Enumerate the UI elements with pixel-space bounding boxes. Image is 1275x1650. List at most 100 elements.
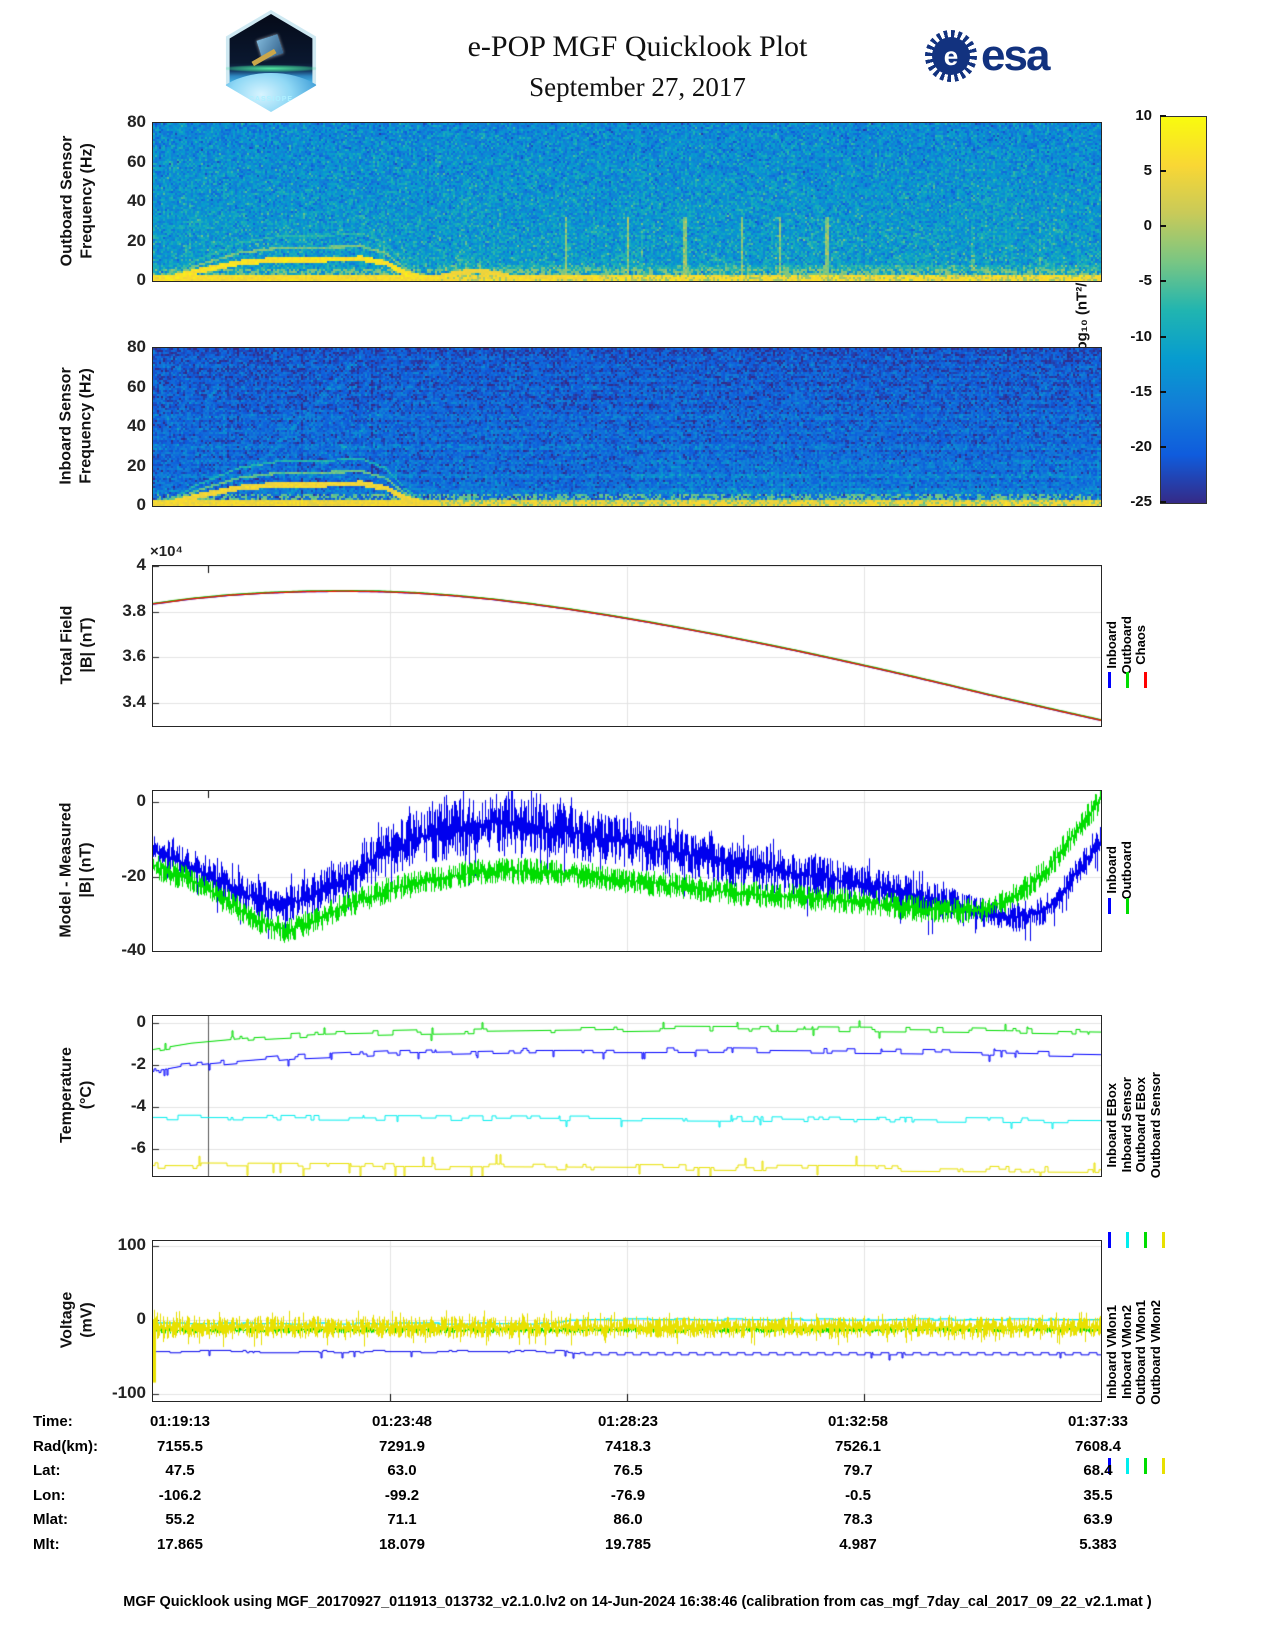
total-field-legend-swatch	[1108, 672, 1111, 688]
total-field-legend-swatches	[1108, 672, 1147, 688]
temperature-legend-label: Inboard Sensor	[1118, 1077, 1134, 1173]
voltage-ytick: 0	[136, 1308, 146, 1328]
inboard-sensor-spectrogram-canvas	[153, 348, 1101, 506]
colorbar-tick-label: -15	[1130, 382, 1152, 400]
footer-text: MGF Quicklook using MGF_20170927_011913_…	[123, 1594, 1152, 1610]
total-field-legend-label: Outboard	[1118, 615, 1134, 675]
model-minus-measured-plot-area	[152, 790, 1102, 952]
temperature-legend-swatch	[1126, 1232, 1129, 1248]
colorbar-tick-mark	[1160, 280, 1166, 283]
total-field-plot-area	[152, 565, 1102, 727]
patch-label: CASSIOPE	[248, 96, 294, 103]
table-cell: 5.383	[1079, 1536, 1117, 1553]
temperature-legend: Inboard EBox Inboard Sensor Outboard EBox O…	[1104, 1025, 1163, 1225]
voltage-canvas	[153, 1241, 1101, 1401]
temperature-legend-swatch	[1144, 1232, 1147, 1248]
model-minus-measured-legend-label: Inboard	[1104, 846, 1119, 894]
table-cell: 01:37:33	[1067, 1413, 1129, 1430]
esa-logo: e esa	[925, 26, 1050, 86]
voltage-legend-label: Outboard VMon2	[1147, 1299, 1163, 1405]
table-cell: 01:28:23	[597, 1413, 659, 1430]
temperature-legend-label: Outboard EBox	[1133, 1077, 1149, 1173]
voltage-legend-label: Inboard VMon1	[1104, 1305, 1119, 1399]
colorbar-tick-mark	[1160, 115, 1166, 117]
table-cell: 55.2	[165, 1511, 195, 1529]
table-cell: 63.0	[387, 1462, 417, 1480]
voltage-legend-label: Outboard VMon1	[1133, 1299, 1149, 1405]
voltage-legend-swatch	[1144, 1458, 1147, 1474]
colorbar-tick-mark	[1160, 225, 1166, 228]
temperature-legend-label: Outboard Sensor	[1147, 1071, 1163, 1179]
voltage-ytick: 100	[117, 1235, 146, 1255]
table-cell: 19.785	[605, 1536, 651, 1553]
temperature-ytick: -4	[130, 1095, 146, 1115]
table-cell: 7608.4	[1075, 1437, 1121, 1455]
model-minus-measured-canvas	[153, 791, 1101, 951]
table-cell: 86.0	[613, 1511, 643, 1529]
total-field-legend-label: Inboard	[1104, 621, 1119, 669]
total-field-ytick: 3.4	[122, 692, 146, 712]
voltage-legend-swatches	[1108, 1458, 1165, 1474]
temperature-plot-area	[152, 1015, 1102, 1177]
table-cell: 63.9	[1083, 1511, 1113, 1529]
colorbar-tick-mark	[1160, 445, 1166, 448]
table-cell: -0.5	[845, 1486, 871, 1504]
temperature-ytick: 0	[136, 1012, 146, 1032]
outboard-sensor-spectrogram-ytick: 40	[127, 191, 146, 210]
model-minus-measured-legend-label: Outboard	[1118, 840, 1134, 900]
temperature-legend-swatches	[1108, 1232, 1165, 1248]
total-field-canvas	[153, 566, 1101, 726]
esa-globe-core: e	[932, 37, 970, 75]
outboard-sensor-spectrogram-canvas	[153, 123, 1101, 281]
inboard-sensor-spectrogram-ytick: 60	[127, 376, 146, 396]
total-field-ytick: 3.6	[122, 646, 146, 666]
model-minus-measured-legend-swatch	[1108, 898, 1111, 914]
total-field-y-multiplier: ×10⁴	[150, 543, 183, 560]
inboard-sensor-spectrogram-ytick: 40	[127, 416, 146, 435]
colorbar-tick-label: 10	[1135, 107, 1152, 124]
table-cell: 7526.1	[835, 1437, 881, 1455]
table-row-label: Time:	[33, 1413, 73, 1430]
patch-aurora	[225, 65, 317, 73]
table-cell: 7418.3	[605, 1437, 651, 1455]
table-cell: 18.079	[379, 1536, 425, 1553]
total-field-ytick: 4	[136, 555, 146, 574]
table-cell: 78.3	[843, 1511, 873, 1529]
model-minus-measured-legend-swatches	[1108, 898, 1129, 914]
table-cell: 68.4	[1083, 1462, 1113, 1480]
colorbar	[1160, 116, 1207, 504]
table-row-label: Rad(km):	[33, 1437, 99, 1455]
temperature-ytick: -6	[130, 1137, 146, 1157]
model-minus-measured-legend-swatch	[1126, 898, 1129, 914]
table-cell: 7155.5	[157, 1437, 203, 1455]
outboard-sensor-spectrogram-ytick: 80	[127, 112, 146, 131]
temperature-canvas	[153, 1016, 1101, 1176]
voltage-ytick: -100	[111, 1382, 146, 1402]
model-minus-measured-ytick: 0	[136, 791, 146, 811]
plot-date: September 27, 2017	[529, 72, 746, 102]
table-cell: 7291.9	[379, 1437, 425, 1455]
table-cell: 01:19:13	[149, 1413, 211, 1430]
voltage-legend-label: Inboard VMon2	[1118, 1305, 1134, 1399]
colorbar-tick-label: -5	[1138, 272, 1152, 290]
table-cell: -106.2	[158, 1486, 202, 1504]
inboard-sensor-spectrogram-ytick: 0	[136, 495, 146, 514]
total-field-legend-label: Chaos	[1133, 625, 1149, 665]
colorbar-tick-label: 5	[1143, 162, 1152, 180]
model-minus-measured-ytick: -20	[121, 865, 146, 885]
voltage-legend-swatch	[1162, 1458, 1165, 1474]
page-title: e-POP MGF Quicklook Plot	[467, 30, 808, 63]
table-cell: 71.1	[387, 1511, 417, 1529]
total-field-legend: Inboard Outboard Chaos	[1104, 570, 1149, 720]
colorbar-tick-label: -20	[1130, 437, 1152, 455]
outboard-sensor-spectrogram-ytick: 0	[136, 270, 146, 289]
outboard-sensor-spectrogram-ytick: 20	[127, 230, 146, 250]
table-cell: 01:23:48	[371, 1413, 433, 1430]
temperature-legend-swatch	[1108, 1232, 1111, 1248]
table-cell: -99.2	[384, 1486, 420, 1504]
inboard-sensor-spectrogram-ytick: 20	[127, 455, 146, 475]
colorbar-tick-mark	[1160, 390, 1166, 393]
table-cell: 35.5	[1083, 1486, 1113, 1504]
colorbar-tick-label: -25	[1130, 493, 1152, 510]
